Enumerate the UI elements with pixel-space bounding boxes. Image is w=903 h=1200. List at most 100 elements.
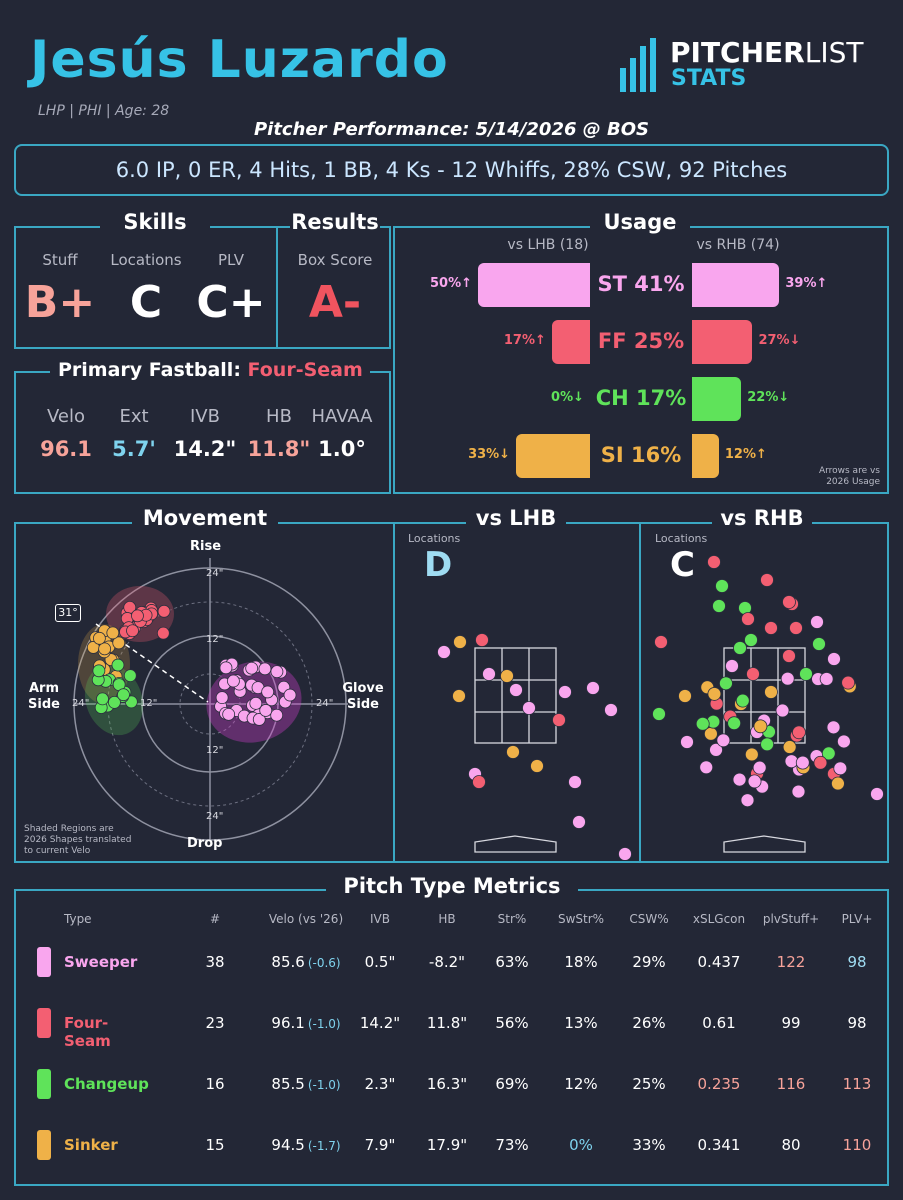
fastball-metric-value-havaa: 1.0° xyxy=(318,437,366,461)
cell-stuff: 80 xyxy=(781,1136,801,1154)
box-score-label: Box Score xyxy=(297,251,373,269)
bars-logo-icon xyxy=(620,38,656,92)
fastball-metric-label-havaa: HAVAA xyxy=(311,406,373,427)
skill-grade-locations: C xyxy=(129,277,163,328)
cell-count: 15 xyxy=(205,1136,225,1154)
sinker-mark xyxy=(98,642,112,656)
lhb-pitch-mark xyxy=(568,775,582,789)
rhb-pitch-mark xyxy=(782,595,796,609)
cell-xslg: 0.341 xyxy=(697,1136,741,1154)
usage-label-ff: FF 25% xyxy=(597,329,685,353)
four-seam-mark xyxy=(156,626,170,640)
usage-title: Usage xyxy=(590,210,690,234)
rhb-pitch-mark xyxy=(752,760,767,775)
lhb-pitch-mark xyxy=(604,703,618,717)
rhb-pitch-mark xyxy=(695,716,710,731)
table-header-2: Velo (vs '26) xyxy=(268,912,344,926)
changeup-mark xyxy=(123,669,137,683)
velo-delta: (-1.7) xyxy=(307,1139,341,1153)
rhb-pitch-mark xyxy=(764,685,778,699)
usage-pct-lhb-st: 50%↑ xyxy=(429,276,472,291)
velo-delta: (-1.0) xyxy=(307,1078,341,1092)
rhb-pitch-mark xyxy=(764,621,778,635)
pitcher-name: Jesús Luzardo xyxy=(30,30,449,90)
ring-label-top24: 24" xyxy=(206,568,224,579)
lhb-pitch-mark xyxy=(586,681,600,695)
rhb-pitch-mark xyxy=(813,755,828,770)
cell-velo: 94.5 (-1.7) xyxy=(246,1136,366,1154)
fastball-metric-label-velo: Velo xyxy=(46,406,85,427)
rhb-pitch-mark xyxy=(733,641,747,655)
arm-angle-badge: 31° xyxy=(55,604,81,622)
four-seam-mark xyxy=(157,604,171,618)
cell-stuff: 116 xyxy=(776,1075,806,1093)
fastball-metric-value-hb: 11.8" xyxy=(247,437,311,461)
rhb-pitch-mark xyxy=(678,689,692,703)
rhb-pitch-mark xyxy=(709,743,723,757)
rhb-pitch-mark xyxy=(782,740,797,754)
cell-plv: 113 xyxy=(842,1075,872,1093)
lhb-location-plot xyxy=(437,633,632,860)
usage-pct-rhb-ff: 27%↓ xyxy=(758,333,801,348)
rhb-locations-label: Locations xyxy=(655,532,708,545)
cell-plv: 110 xyxy=(842,1136,872,1154)
lhb-pitch-mark xyxy=(506,745,520,759)
rhb-location-plot xyxy=(652,555,884,853)
lhb-locations-grade: D xyxy=(424,545,453,585)
rhb-pitch-mark xyxy=(680,735,694,749)
cell-xslg: 0.235 xyxy=(697,1075,741,1093)
velo-delta: (-0.6) xyxy=(307,956,341,970)
table-header-0: Type xyxy=(64,912,92,926)
changeup-mark xyxy=(117,688,130,702)
four-seam-mark xyxy=(126,624,139,638)
pitcherlist-logo: PITCHERLIST STATS xyxy=(618,36,888,96)
rhb-strike-zone xyxy=(723,647,806,853)
rhb-pitch-mark xyxy=(841,675,856,690)
summary-box: 6.0 IP, 0 ER, 4 Hits, 1 BB, 4 Ks - 12 Wh… xyxy=(14,144,889,196)
cell-count: 38 xyxy=(205,953,225,971)
cell-hb: 16.3" xyxy=(426,1075,468,1093)
cell-count: 23 xyxy=(205,1014,225,1032)
bottom-charts-panel xyxy=(14,522,889,863)
table-header-8: xSLGcon xyxy=(692,912,746,926)
velo-value: 85.6 xyxy=(271,953,305,971)
velo-value: 85.5 xyxy=(271,1075,305,1093)
sweeper-mark xyxy=(227,674,240,688)
usage-bar-rhb-si xyxy=(692,434,719,478)
usage-bar-lhb-ff xyxy=(551,320,590,364)
usage-lhb-header: vs LHB (18) xyxy=(507,237,589,253)
rhb-pitch-mark xyxy=(654,635,668,649)
rhb-pitch-mark xyxy=(837,734,851,749)
cell-ivb: 2.3" xyxy=(364,1075,396,1093)
rhb-pitch-mark xyxy=(826,720,841,735)
table-header-3: IVB xyxy=(370,912,390,926)
skill-grade-stuff: B+ xyxy=(24,277,96,328)
lhb-pitch-mark xyxy=(482,667,496,681)
lhb-pitch-mark xyxy=(558,685,572,699)
ring-label-right24: 24" xyxy=(316,698,334,709)
ring-label-bot12: 12" xyxy=(206,745,224,756)
usage-label-st: ST 41% xyxy=(597,272,685,296)
rhb-pitch-mark xyxy=(715,579,729,593)
pitch-color-swatch xyxy=(37,1130,51,1160)
cell-str: 56% xyxy=(495,1014,529,1032)
table-header-7: CSW% xyxy=(629,912,669,926)
performance-subtitle: Pitcher Performance: 5/14/2026 @ BOS xyxy=(253,119,650,140)
table-header-9: plvStuff+ xyxy=(762,912,820,926)
lhb-pitch-mark xyxy=(530,759,544,773)
rhb-pitch-mark xyxy=(707,687,722,701)
changeup-mark xyxy=(111,658,125,672)
ring-label-left12: 12" xyxy=(140,698,158,709)
arm-side-label: Arm Side xyxy=(28,681,60,712)
four-seam-mark xyxy=(131,609,144,623)
sweeper-mark xyxy=(219,661,233,675)
sweeper-mark xyxy=(259,704,273,717)
usage-note: Arrows are vs 2026 Usage xyxy=(790,466,880,488)
rise-label: Rise xyxy=(190,539,222,554)
cell-stuff: 122 xyxy=(776,953,806,971)
cell-swstr: 13% xyxy=(564,1014,598,1032)
table-header-1: # xyxy=(209,912,221,926)
usage-note-line1: Arrows are vs xyxy=(818,466,880,476)
sweeper-mark xyxy=(283,688,297,702)
lhb-points xyxy=(437,633,632,860)
